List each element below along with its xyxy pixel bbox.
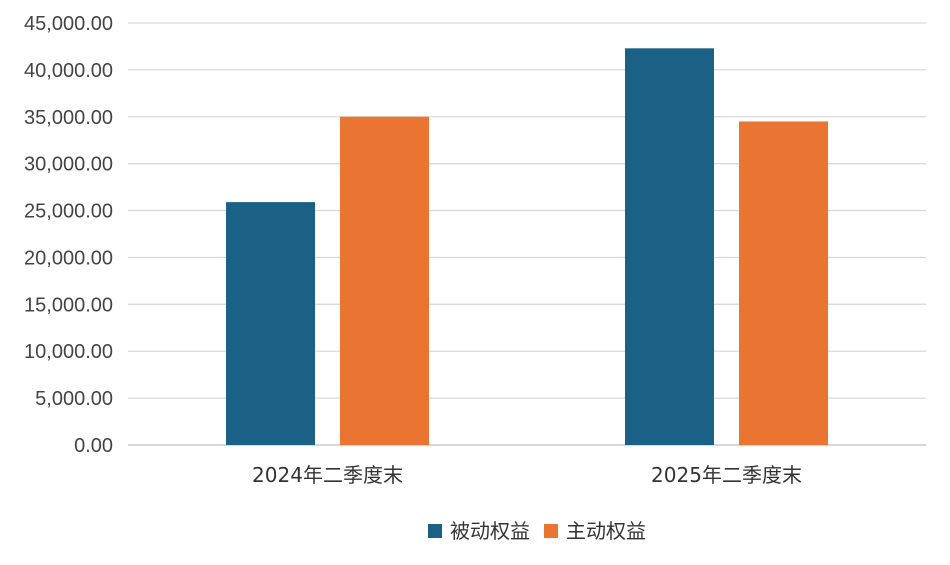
- y-axis-tick-labels: 0.00 5,000.00 10,000.00 15,000.00 20,000.00 2…: [24, 13, 113, 457]
- y-tick-label: 20,000.00: [24, 247, 113, 269]
- bar-passive-1: [226, 202, 315, 445]
- y-tick-label: 40,000.00: [24, 60, 113, 82]
- y-tick-label: 0.00: [74, 435, 113, 457]
- legend-swatch: [544, 524, 558, 538]
- legend-label: 主动权益: [566, 519, 646, 543]
- y-tick-label: 10,000.00: [24, 341, 113, 363]
- y-tick-label: 45,000.00: [24, 13, 113, 35]
- y-tick-label: 35,000.00: [24, 107, 113, 129]
- x-category-label: 2025年二季度末: [651, 463, 802, 487]
- bars: [226, 48, 828, 446]
- legend: 被动权益 主动权益: [428, 519, 646, 543]
- bar-passive-2: [625, 48, 714, 445]
- y-tick-label: 5,000.00: [35, 388, 113, 410]
- legend-swatch: [428, 524, 442, 538]
- x-axis-category-labels: 2024年二季度末 2025年二季度末: [252, 463, 802, 487]
- legend-label: 被动权益: [450, 519, 530, 543]
- y-tick-label: 15,000.00: [24, 294, 113, 316]
- bar-active-2: [739, 121, 828, 445]
- bar-active-1: [340, 116, 429, 446]
- x-category-label: 2024年二季度末: [252, 463, 403, 487]
- y-tick-label: 25,000.00: [24, 201, 113, 223]
- y-tick-label: 30,000.00: [24, 154, 113, 176]
